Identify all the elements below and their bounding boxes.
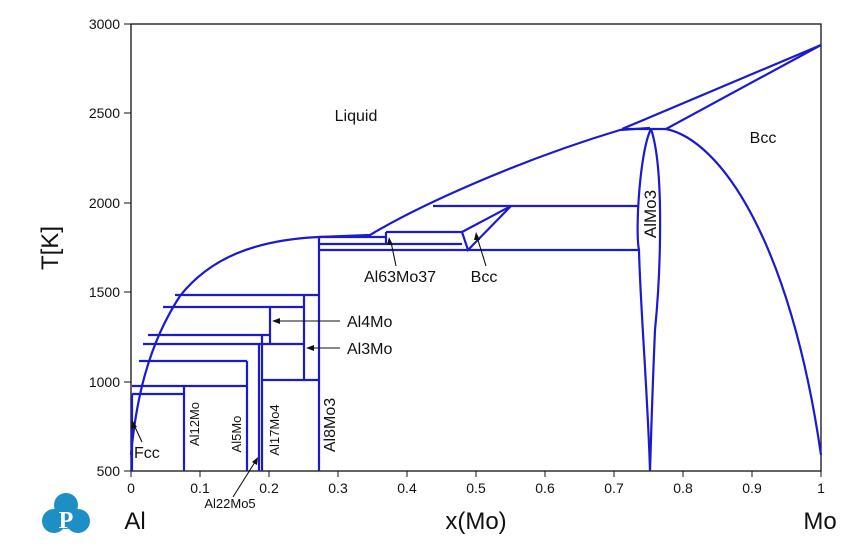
- label-bcc: Bcc: [750, 130, 777, 147]
- bcc-pocket: [460, 205, 512, 253]
- arrow-head-icon: [272, 318, 280, 324]
- y-tick-label: 1500: [89, 284, 120, 300]
- plot-frame: [130, 23, 822, 472]
- x-tick-label: 1: [817, 480, 825, 496]
- label-al63mo37: Al63Mo37: [364, 269, 436, 286]
- liquidus-middle: [318, 126, 651, 239]
- liquidus-al-side: [129, 235, 320, 456]
- liquidus-mo-side: [621, 43, 822, 131]
- right-element-label: Mo: [803, 508, 836, 535]
- y-tick-label: 1000: [89, 374, 120, 390]
- label-almo3: AlMo3: [641, 190, 660, 238]
- pandat-logo-icon: P: [42, 493, 90, 534]
- y-axis-title: T[K]: [37, 226, 64, 270]
- x-tick-label: 0.8: [673, 480, 693, 496]
- label-al4mo: Al4Mo: [347, 314, 392, 331]
- x-tick-label: 0.5: [466, 480, 486, 496]
- x-tick-label: 0.7: [604, 480, 624, 496]
- y-tick-label: 500: [97, 463, 121, 479]
- almo3-left-boundary: [636, 128, 652, 472]
- label-al22mo5: Al22Mo5: [204, 496, 255, 511]
- x-tick-label: 0.1: [190, 480, 210, 496]
- x-tick-label: 0.3: [328, 480, 348, 496]
- x-tick-label: 0.2: [259, 480, 279, 496]
- y-tick-label: 2000: [89, 195, 120, 211]
- left-element-label: Al: [124, 508, 145, 535]
- logo-letter: P: [59, 508, 74, 534]
- x-tick-label: 0.6: [535, 480, 555, 496]
- almo3-right-boundary: [648, 128, 662, 472]
- label-bcc-small: Bcc: [471, 269, 498, 286]
- label-al8mo3: Al8Mo3: [322, 398, 339, 452]
- x-tick-label: 0.4: [397, 480, 417, 496]
- label-fcc: Fcc: [134, 445, 160, 462]
- x-tick-label: 0.9: [742, 480, 762, 496]
- label-liquid: Liquid: [335, 108, 378, 125]
- x-tick-label: 0: [127, 480, 135, 496]
- x-axis-title: x(Mo): [445, 508, 506, 535]
- phase-labels: Liquid Bcc AlMo3 Al63Mo37 Bcc Al4Mo Al3M…: [131, 108, 776, 511]
- x-axis: 0 0.1 0.2 0.3 0.4 0.5 0.6 0.7 0.8 0.9 1 …: [124, 471, 837, 535]
- arrow-head-icon: [131, 420, 137, 429]
- arrow-head-icon: [387, 237, 393, 245]
- phase-boundaries: [129, 43, 823, 472]
- label-al12mo: Al12Mo: [187, 402, 202, 446]
- arrow-head-icon: [252, 457, 258, 465]
- solidus-mo-side: [665, 44, 822, 130]
- y-axis: 500 1000 1500 2000 2500 3000 T[K]: [37, 16, 131, 479]
- label-al3mo: Al3Mo: [347, 341, 392, 358]
- label-al5mo: Al5Mo: [229, 416, 244, 453]
- y-tick-label: 2500: [89, 105, 120, 121]
- arrow-head-icon: [474, 232, 480, 240]
- y-tick-label: 3000: [89, 16, 120, 32]
- bcc-solvus: [665, 127, 823, 456]
- label-al17mo4: Al17Mo4: [267, 404, 282, 455]
- arrow-head-icon: [306, 345, 314, 351]
